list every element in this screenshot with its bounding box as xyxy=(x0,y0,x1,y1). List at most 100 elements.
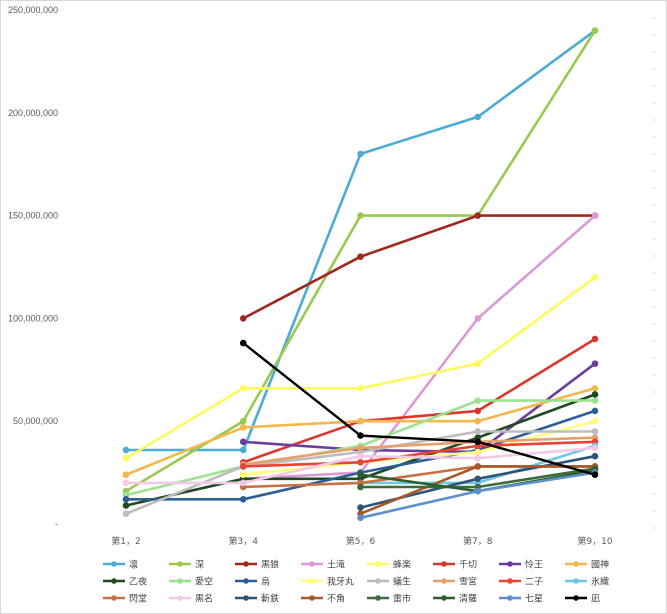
legend-item: 千切 xyxy=(433,560,477,571)
legend-label: 蜂楽 xyxy=(393,559,411,571)
data-point xyxy=(591,417,599,425)
legend-swatch-marker xyxy=(243,561,249,567)
legend-swatch-marker xyxy=(309,578,315,584)
legend-label: 黒名 xyxy=(195,593,213,605)
series-line xyxy=(242,436,597,466)
data-point xyxy=(591,407,599,415)
legend-label: 乙夜 xyxy=(129,576,147,588)
data-point xyxy=(591,397,599,404)
data-point xyxy=(239,438,247,446)
x-tick-label: 第7，8 xyxy=(463,535,493,547)
legend-item: 斬鉄 xyxy=(235,593,279,605)
legend-label: 愛空 xyxy=(195,576,213,588)
legend-label: 二子 xyxy=(525,577,543,588)
series-group xyxy=(122,385,599,478)
data-point xyxy=(474,463,482,470)
data-point xyxy=(239,463,247,470)
legend-swatch-marker xyxy=(111,578,117,584)
legend-item: 愛空 xyxy=(169,576,213,588)
series-line xyxy=(242,440,597,468)
series-group xyxy=(357,465,599,491)
legend-label: 烏 xyxy=(261,576,270,588)
legend-swatch-marker xyxy=(243,578,249,584)
data-point xyxy=(591,452,599,460)
data-point xyxy=(474,397,482,404)
legend-swatch-marker xyxy=(441,595,447,601)
legend-swatch-marker xyxy=(573,561,579,567)
legend-item: 凪 xyxy=(565,594,600,605)
data-point xyxy=(591,391,599,398)
x-tick-label: 第3，4 xyxy=(229,535,259,547)
legend-item: 蜂楽 xyxy=(367,559,411,571)
legend-swatch-marker xyxy=(507,578,513,584)
legend-item: 怜王 xyxy=(499,559,543,571)
legend-item: 黒名 xyxy=(169,593,213,605)
legend-item: 不角 xyxy=(301,593,345,605)
data-point xyxy=(239,471,247,478)
legend-item: 清羅 xyxy=(433,593,477,605)
data-point xyxy=(239,385,247,392)
series-line xyxy=(242,214,597,320)
series-group xyxy=(122,273,599,462)
legend-label: 七星 xyxy=(525,594,543,605)
data-point xyxy=(474,315,482,322)
data-point xyxy=(591,360,599,367)
x-tick-label: 第1，2 xyxy=(111,535,140,547)
legend-label: 閃堂 xyxy=(129,593,147,605)
legend-label: 雪宮 xyxy=(459,576,477,588)
legend-swatch-marker xyxy=(507,561,513,567)
data-point xyxy=(591,444,599,452)
y-tick-label: 150,000,000 xyxy=(8,211,58,221)
legend-item: 蟻生 xyxy=(367,576,411,588)
series-line xyxy=(242,362,597,454)
data-point xyxy=(474,360,482,367)
legend-swatch-marker xyxy=(375,595,381,601)
legend-label: 國神 xyxy=(591,559,609,571)
legend-swatch-marker xyxy=(375,578,381,584)
data-point xyxy=(591,428,599,435)
legend-swatch-marker xyxy=(573,578,579,584)
data-point xyxy=(357,385,364,392)
data-point xyxy=(122,471,130,478)
legend-item: 氷織 xyxy=(565,576,609,588)
legend-swatch-marker xyxy=(573,595,579,601)
legend-swatch-marker xyxy=(441,561,447,567)
data-point xyxy=(474,475,482,483)
data-point xyxy=(239,417,247,425)
legend-label: 千切 xyxy=(459,560,477,571)
series-group xyxy=(239,212,599,322)
legend-label: 深 xyxy=(195,560,204,571)
data-point xyxy=(357,459,364,466)
legend-swatch-marker xyxy=(111,561,117,567)
data-point xyxy=(357,444,364,452)
data-point xyxy=(357,452,364,460)
data-point xyxy=(122,510,130,518)
legend-item: 閃堂 xyxy=(103,593,147,605)
legend-label: 斬鉄 xyxy=(261,593,279,605)
legend-swatch-marker xyxy=(111,595,117,601)
legend-label: 土滝 xyxy=(327,559,345,571)
data-point xyxy=(474,417,482,425)
data-point xyxy=(474,407,482,415)
data-point xyxy=(591,273,599,281)
data-point xyxy=(239,446,247,454)
data-point xyxy=(357,150,364,158)
axis-layer: - 50,000,000 100,000,000 150,000,000 200,000… xyxy=(8,5,656,547)
legend-label: 清羅 xyxy=(459,593,477,605)
data-point xyxy=(474,487,482,495)
legend-item: 我牙丸 xyxy=(301,576,354,588)
legend-item: 烏 xyxy=(235,576,270,588)
legend-label: 我牙丸 xyxy=(327,576,354,588)
data-point xyxy=(591,27,599,34)
y-tick-label: 50,000,000 xyxy=(13,416,58,426)
data-point xyxy=(591,385,599,392)
legend-label: 怜王 xyxy=(525,559,543,571)
x-tick-label: 第5，6 xyxy=(346,535,376,547)
data-point xyxy=(474,428,482,435)
legend-item: 雪宮 xyxy=(433,576,477,588)
legend-swatch-marker xyxy=(243,595,249,601)
data-point xyxy=(357,483,364,491)
data-point xyxy=(357,514,364,522)
